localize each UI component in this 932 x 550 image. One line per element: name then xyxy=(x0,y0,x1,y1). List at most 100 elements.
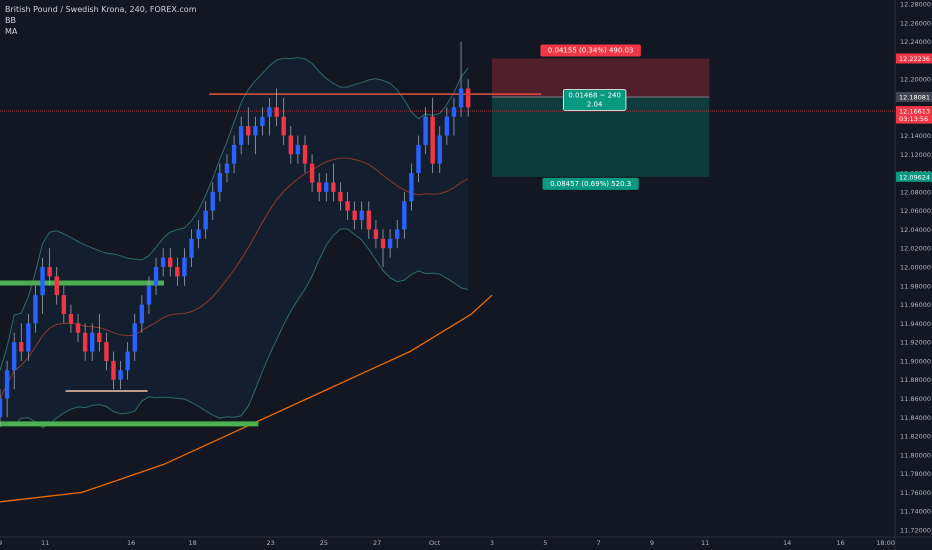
candle-body xyxy=(345,201,350,211)
candle-body xyxy=(11,342,17,371)
time-tick-label: 5 xyxy=(543,539,547,547)
time-tick-label: 9 xyxy=(650,539,654,547)
candle-body xyxy=(302,144,308,164)
candle-body xyxy=(68,313,74,324)
time-tick-label: 3 xyxy=(490,539,494,547)
candle-body xyxy=(182,257,187,277)
svg-text:2.04: 2.04 xyxy=(587,100,603,108)
candle-body xyxy=(430,116,435,164)
candle-body xyxy=(409,173,414,202)
candle-body xyxy=(281,116,286,136)
price-tag-bg xyxy=(896,91,932,102)
candle-body xyxy=(465,88,471,108)
price-tick-label: 11.96000 xyxy=(900,301,931,309)
candle-body xyxy=(423,116,428,145)
price-tick-label: 11.90000 xyxy=(900,357,931,365)
candle-body xyxy=(331,182,336,192)
candle-body xyxy=(82,332,88,352)
price-tick-label: 11.94000 xyxy=(900,320,931,328)
candle-body xyxy=(324,182,329,192)
candle-body xyxy=(189,238,194,258)
candle-body xyxy=(402,201,407,230)
time-tick-label: 25 xyxy=(320,539,328,547)
stop-loss-label: 0.04155 (0.34%) 490.03 xyxy=(540,44,641,57)
price-tick-label: 12.14000 xyxy=(900,132,931,140)
candle-body xyxy=(395,229,400,239)
candle-body xyxy=(366,210,372,230)
candle-body xyxy=(444,116,450,136)
candle-body xyxy=(54,276,59,296)
candle-body xyxy=(19,342,24,352)
price-tick-label: 11.98000 xyxy=(900,282,931,290)
time-tick-label: 18 xyxy=(189,539,197,547)
price-tick-label: 11.80000 xyxy=(900,451,931,459)
price-tick-label: 12.04000 xyxy=(900,226,931,234)
candle-body xyxy=(75,323,81,333)
candle-body xyxy=(61,295,67,314)
chart-title: British Pound / Swedish Krona, 240, FORE… xyxy=(5,5,197,14)
price-tag-bg xyxy=(896,53,932,64)
time-tick-label: 16 xyxy=(127,539,135,547)
candle-body xyxy=(295,144,301,155)
candle-body xyxy=(118,370,123,380)
svg-text:0.04155 (0.34%) 490.03: 0.04155 (0.34%) 490.03 xyxy=(548,46,634,54)
time-tick-label: 9 xyxy=(0,539,2,547)
candle-body xyxy=(40,267,45,296)
candle-body xyxy=(4,370,10,399)
candle-body xyxy=(203,210,208,230)
price-tag-value: 12.22236 xyxy=(899,55,930,63)
price-tag-bg xyxy=(896,113,932,124)
price-tick-label: 12.20000 xyxy=(900,76,931,84)
price-tag-bg xyxy=(896,171,932,182)
candle-body xyxy=(104,342,109,361)
price-tag-value: 12.18081 xyxy=(899,93,930,101)
candle-body xyxy=(97,332,102,343)
candle-body xyxy=(33,295,38,324)
price-tick-label: 11.72000 xyxy=(900,527,931,535)
candle-body xyxy=(132,323,137,352)
candle-body xyxy=(458,88,464,108)
candle-body xyxy=(231,144,237,164)
time-tick-label: 7 xyxy=(597,539,601,547)
candle-body xyxy=(267,107,272,117)
candle-body xyxy=(288,135,294,155)
candle-body xyxy=(217,173,223,192)
candle-body xyxy=(175,267,180,277)
candle-body xyxy=(451,107,457,117)
time-tick-label: 27 xyxy=(373,539,381,547)
moving-average-line xyxy=(0,294,493,503)
candle-body xyxy=(253,126,258,136)
candle-body xyxy=(111,360,116,380)
candle-body xyxy=(387,238,393,249)
price-tick-label: 11.86000 xyxy=(900,395,931,403)
candle-body xyxy=(90,332,95,352)
candle-body xyxy=(338,191,343,202)
candle-body xyxy=(47,267,52,277)
price-tick-label: 11.82000 xyxy=(900,433,931,441)
candle-body xyxy=(139,304,145,324)
price-tag-value: 12.09624 xyxy=(899,173,930,181)
candle-body xyxy=(246,126,251,136)
candle-body xyxy=(260,116,265,127)
candle-body xyxy=(210,191,215,211)
price-tick-label: 11.92000 xyxy=(900,339,931,347)
price-tick-label: 12.24000 xyxy=(900,38,931,46)
candle-body xyxy=(196,229,201,239)
price-tag-value: 03:13:56 xyxy=(899,115,928,123)
time-tick-label: 14 xyxy=(783,539,791,547)
price-tick-label: 11.84000 xyxy=(900,414,931,422)
candle-body xyxy=(380,238,386,249)
candle-body xyxy=(160,257,166,267)
price-tag-bg xyxy=(896,106,932,117)
price-tick-label: 11.88000 xyxy=(900,376,931,384)
candle-body xyxy=(309,163,315,183)
price-tick-label: 12.08000 xyxy=(900,188,931,196)
price-tick-label: 11.74000 xyxy=(900,508,931,516)
time-tick-label: Oct xyxy=(429,539,441,547)
candle-body xyxy=(153,267,159,286)
price-tick-label: 12.06000 xyxy=(900,207,931,215)
candle-body xyxy=(373,229,379,239)
bollinger-band-fill xyxy=(0,57,469,428)
